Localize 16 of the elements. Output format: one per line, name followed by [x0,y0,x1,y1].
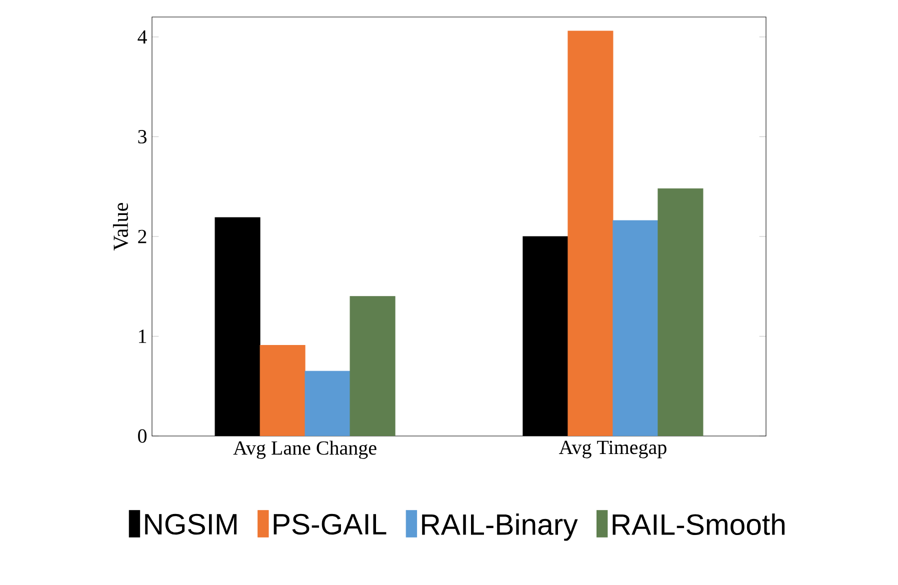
bar [658,188,704,436]
y-tick-label: 3 [138,130,147,144]
bar [304,370,350,436]
y-axis-title: Value [113,202,128,251]
legend-label: RAIL-Binary [422,513,578,541]
y-tick-label: 0 [138,429,147,443]
legend-label: NGSIM [145,514,237,535]
bar [350,296,396,436]
x-tick-label: Avg Lane Change [233,440,376,459]
legend-label: RAIL-Smooth [612,513,785,536]
y-tick-label: 1 [139,330,146,343]
y-tick-label: 2 [138,230,146,244]
legend-label: PS-GAIL [274,514,386,535]
bar [612,220,658,436]
y-tick-label: 4 [138,30,147,44]
x-tick-label: Avg Timegap [558,440,666,458]
